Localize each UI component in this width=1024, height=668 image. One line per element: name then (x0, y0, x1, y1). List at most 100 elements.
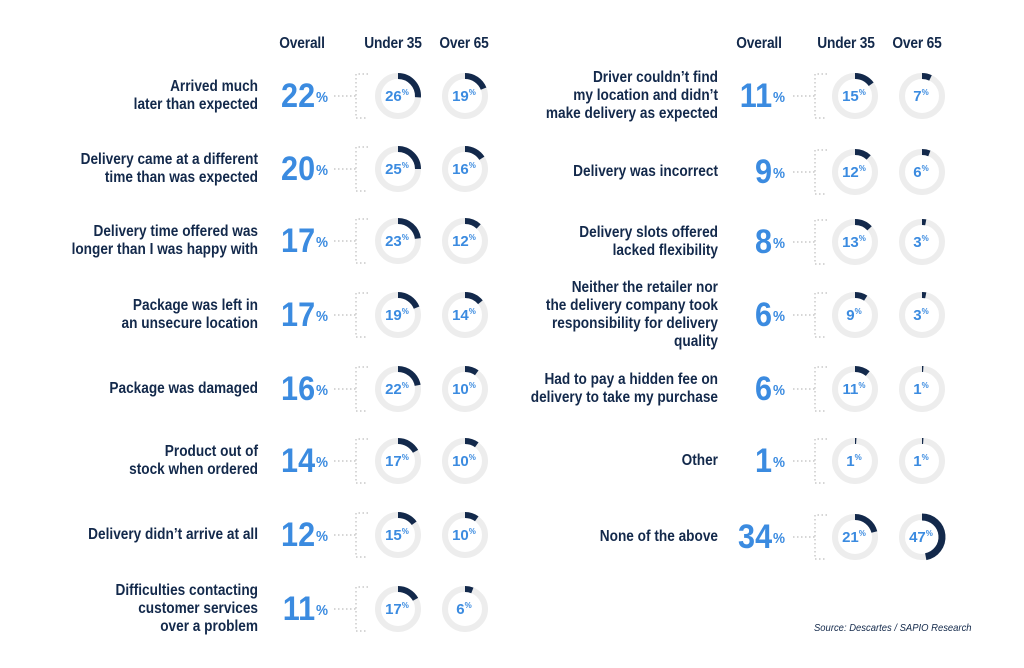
right-row-1-under35-donut-value: 12% (842, 164, 866, 181)
right-row-0-under35-donut: 15% (832, 73, 878, 119)
left-row-3-label-line: Package was left in (132, 297, 258, 314)
right-row-2-under35-donut-value: 13% (842, 234, 866, 251)
right-row-6-overall-value: 34% (713, 520, 785, 554)
right-row-2-overall-value: 8% (713, 225, 785, 259)
left-row-1-under35-donut: 25% (375, 146, 421, 192)
right-row-1-label-line: Delivery was incorrect (573, 163, 718, 180)
left-row-3-bracket (355, 292, 368, 338)
header-under35-left: Under 35 (364, 35, 422, 52)
right-row-0-label-line: my location and didn’t (573, 87, 718, 104)
header-over65-right: Over 65 (892, 35, 942, 52)
left-row-5-label: Product out of stock when ordered (56, 443, 258, 479)
left-row-1-over65-donut-arc (464, 146, 485, 161)
left-row-0-label: Arrived much later than expected (56, 78, 258, 114)
left-row-4-over65-donut: 10% (442, 366, 488, 412)
left-row-2-overall-percent: % (315, 234, 328, 251)
left-row-7-label: Difficulties contacting customer services… (56, 582, 258, 636)
right-row-0-under35-donut-value: 15% (842, 88, 866, 105)
left-row-3-under35-donut: 19% (375, 292, 421, 338)
right-row-0-overall-percent: % (772, 89, 785, 106)
left-row-4-overall-percent: % (315, 382, 328, 399)
left-row-4-over65-donut-arc (464, 366, 479, 376)
left-row-0-over65-donut: 19% (442, 73, 488, 119)
right-row-0-label-line: Driver couldn’t find (592, 69, 718, 86)
right-row-4-bracket (814, 366, 827, 412)
right-row-0-over65-donut-arc (921, 73, 932, 81)
left-row-2-under35-donut: 23% (375, 218, 421, 264)
left-row-0-under35-donut-arc (397, 73, 421, 98)
left-row-1-overall-percent: % (315, 162, 328, 179)
right-row-3-label-line: Neither the retailer nor (571, 279, 718, 296)
left-row-0-over65-donut-value: 19% (452, 88, 476, 105)
right-row-1-under35-donut: 12% (832, 149, 878, 195)
right-row-3-overall-number: 6 (755, 296, 773, 334)
left-row-1-bracket (355, 146, 368, 192)
right-row-3-under35-donut-arc (854, 292, 868, 301)
left-row-5-overall-value: 14% (256, 444, 328, 478)
right-row-6-over65-donut-arc (921, 513, 946, 561)
header-over65-left: Over 65 (439, 35, 489, 52)
right-row-2-bracket (814, 219, 827, 265)
left-row-5-under35-donut-value: 17% (385, 453, 409, 470)
right-row-6-bracket (814, 514, 827, 560)
left-row-7-overall-percent: % (315, 602, 328, 619)
right-row-1-over65-donut: 6% (899, 149, 945, 195)
left-row-6-under35-donut: 15% (375, 512, 421, 558)
right-row-4-label-line: delivery to take my purchase (530, 389, 718, 406)
left-row-3-overall-value: 17% (256, 298, 328, 332)
left-row-2-over65-donut-value: 12% (452, 233, 476, 250)
left-row-1-label-line: Delivery came at a different (80, 151, 258, 168)
right-row-6-label: None of the above (516, 528, 718, 546)
left-row-3-overall-percent: % (315, 308, 328, 325)
right-row-4-overall-percent: % (772, 382, 785, 399)
right-row-3-under35-donut: 9% (832, 292, 878, 338)
left-row-4-under35-donut-arc (397, 366, 421, 387)
left-row-3-under35-donut-arc (397, 292, 420, 309)
right-row-0-under35-donut-arc (854, 73, 874, 87)
left-row-0-under35-donut-value: 26% (385, 88, 409, 105)
right-row-2-label: Delivery slots offered lacked flexibility (516, 224, 718, 260)
right-row-5-label-line: Other (681, 452, 718, 469)
left-row-2-label-line: longer than I was happy with (71, 241, 259, 258)
right-row-5-bracket (814, 438, 827, 484)
left-row-6-over65-donut-value: 10% (452, 527, 476, 544)
left-row-0-overall-number: 22 (281, 77, 316, 115)
right-row-3-over65-donut-value: 3% (913, 307, 928, 324)
right-row-0-overall-value: 11% (713, 79, 785, 113)
right-row-6-under35-donut: 21% (832, 514, 878, 560)
right-row-0-bracket (814, 73, 827, 119)
left-row-1-over65-donut: 16% (442, 146, 488, 192)
right-row-5-under35-donut-value: 1% (846, 453, 861, 470)
left-row-5-over65-donut-value: 10% (452, 453, 476, 470)
left-row-2-bracket (355, 218, 368, 264)
right-row-2-overall-percent: % (772, 235, 785, 252)
left-row-4-bracket (355, 366, 368, 412)
left-row-6-label: Delivery didn’t arrive at all (56, 526, 258, 544)
right-row-1-overall-value: 9% (713, 155, 785, 189)
right-row-5-under35-donut: 1% (832, 437, 878, 484)
left-row-5-label-line: Product out of (164, 443, 258, 460)
right-row-2-under35-donut: 13% (832, 219, 878, 265)
left-row-0-label-line: later than expected (133, 96, 258, 113)
left-row-2-under35-donut-value: 23% (385, 233, 409, 250)
left-row-7-bracket (355, 586, 368, 632)
left-row-6-under35-donut-value: 15% (385, 527, 409, 544)
left-row-5-overall-percent: % (315, 454, 328, 471)
left-row-4-under35-donut-value: 22% (385, 381, 409, 398)
left-row-6-overall-percent: % (315, 528, 328, 545)
left-row-3-label-line: an unsecure location (121, 315, 259, 332)
right-row-4-over65-donut: 1% (899, 365, 945, 412)
left-row-6-overall-number: 12 (281, 516, 316, 554)
left-row-3-over65-donut-value: 14% (452, 307, 476, 324)
right-row-6-under35-donut-value: 21% (842, 529, 866, 546)
left-row-5-bracket (355, 438, 368, 484)
right-row-3-label-line: the delivery company took (545, 297, 718, 314)
right-row-5-overall-percent: % (772, 454, 785, 471)
right-row-6-over65-donut: 47% (899, 513, 946, 561)
left-row-0-overall-value: 22% (256, 79, 328, 113)
left-row-5-overall-number: 14 (281, 442, 316, 480)
right-row-6-overall-number: 34 (738, 518, 773, 556)
left-row-6-over65-donut: 10% (442, 512, 488, 558)
